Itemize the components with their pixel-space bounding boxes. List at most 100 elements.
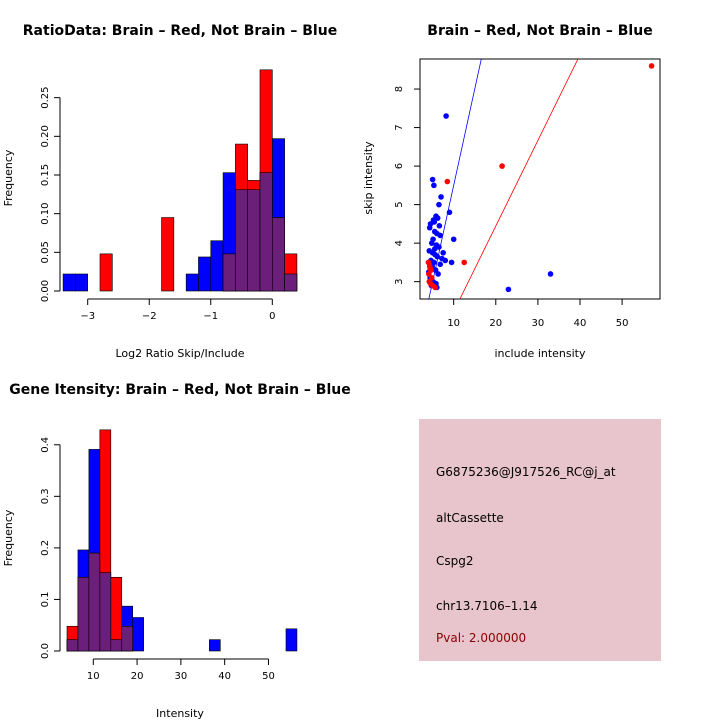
scatter-y-tick-label-3: 6 (394, 163, 405, 169)
scatter-red-point-7 (426, 271, 432, 277)
hist1-overlap-bar-17 (272, 217, 285, 292)
scatter-reference-lines (428, 59, 579, 299)
scatter-blue-point-2 (431, 182, 437, 189)
scatter-xlabel: include intensity (494, 347, 586, 360)
scatter-blue-point-8 (434, 215, 441, 221)
intensity-histogram-ylabel: Frequency (2, 509, 15, 566)
scatter-blue-point-9 (446, 209, 453, 216)
scatter-red-point-2 (444, 178, 451, 185)
intensity-histogram-xlabel: Intensity (156, 707, 204, 720)
scatter-y-tick-label-0: 3 (394, 278, 405, 284)
scatter-blue-point-38 (505, 286, 512, 293)
hist3-overlap-bar-4 (110, 639, 123, 652)
info-probe-id: G6875236@J917526_RC@j_at (436, 465, 616, 479)
hist3-blue-bar-13 (209, 639, 221, 652)
scatter-x-tick-label-0: 10 (447, 318, 460, 329)
scatter-red-point-3 (461, 259, 468, 266)
hist1-x-tick-label-1: −2 (142, 311, 157, 322)
scatter-y-tick-label-2: 5 (394, 201, 405, 207)
ratio-histogram-xlabel: Log2 Ratio Skip/Include (115, 347, 244, 360)
scatter-blue-point-39 (431, 219, 438, 225)
ratio-histogram-axes: −3 −2 −1 0 0.00 0.05 0.10 0.15 0.20 0.25 (40, 87, 275, 322)
scatter-blue-point-1 (429, 176, 436, 183)
scatter-blue-point-40 (436, 223, 443, 229)
hist1-blue-bar-11 (198, 256, 212, 292)
hist3-overlap-bar-5 (121, 625, 134, 652)
scatter-red-point-1 (499, 163, 505, 169)
scatter-x-tick-label-1: 20 (489, 318, 502, 329)
hist3-y-tick-label-3: 0.3 (40, 488, 51, 504)
scatter-ylabel: skip intensity (362, 141, 375, 215)
scatter-title: Brain – Red, Not Brain – Blue (427, 23, 652, 39)
info-location: chr13.7106–1.14 (436, 599, 537, 613)
info-panel: G6875236@J917526_RC@j_at altCassette Csp… (419, 419, 661, 661)
info-event-type: altCassette (436, 511, 504, 525)
ratio-histogram-bars (62, 69, 298, 292)
scatter-blue-point-10 (426, 224, 433, 231)
hist3-y-tick-label-2: 0.2 (40, 540, 51, 556)
intensity-histogram-axes: 10 20 30 40 50 0.0 0.1 0.2 0.3 0.4 (40, 437, 275, 682)
hist3-blue-bar-20 (285, 628, 298, 652)
scatter-blue-point-13 (437, 232, 444, 239)
ratio-histogram-ylabel: Frequency (2, 149, 15, 206)
hist3-y-tick-label-4: 0.4 (40, 437, 51, 453)
scatter-blue-point-43 (431, 246, 438, 252)
intensity-histogram: Gene Itensity: Brain – Red, Not Brain – … (2, 382, 351, 720)
info-gene-name: Cspg2 (436, 554, 474, 568)
scatter-blue-point-17 (436, 244, 442, 250)
hist1-y-tick-label-5: 0.25 (40, 87, 51, 109)
scatter-blue-point-15 (428, 240, 435, 246)
scatter-blue-point-26 (437, 261, 444, 268)
scatter-red-reference-line (459, 59, 579, 299)
scatter-y-tick-label-5: 8 (394, 86, 405, 92)
scatter-y-tick-label-1: 4 (394, 240, 405, 246)
scatter-red-point-0 (648, 63, 655, 69)
hist3-x-tick-label-4: 50 (262, 671, 275, 682)
scatter-blue-point-4 (436, 201, 442, 208)
scatter-blue-point-28 (448, 259, 455, 266)
info-panel-background (419, 419, 661, 661)
ratio-histogram: RatioData: Brain – Red, Not Brain – Blue… (2, 23, 337, 360)
hist3-x-tick-label-2: 30 (175, 671, 188, 682)
hist3-overlap-bar-2 (88, 552, 101, 652)
hist3-y-tick-label-1: 0.1 (40, 591, 51, 607)
hist3-overlap-bar-0 (66, 639, 79, 652)
hist3-blue-bar-6 (132, 617, 144, 652)
scatter-blue-point-31 (435, 271, 441, 277)
scatter-x-tick-label-4: 50 (616, 318, 629, 329)
scatter-blue-point-41 (440, 249, 446, 256)
hist1-y-tick-label-0: 0.00 (40, 280, 51, 302)
hist1-y-tick-label-4: 0.20 (40, 125, 51, 147)
hist1-blue-bar-0 (62, 273, 76, 292)
hist1-blue-bar-12 (210, 240, 224, 292)
hist1-x-tick-label-2: −1 (203, 311, 218, 322)
hist3-x-tick-label-0: 10 (87, 671, 100, 682)
ratio-histogram-title: RatioData: Brain – Red, Not Brain – Blue (23, 23, 337, 39)
intensity-histogram-title: Gene Itensity: Brain – Red, Not Brain – … (9, 382, 351, 398)
hist1-x-tick-label-3: 0 (269, 311, 275, 322)
scatter-blue-reference-line (428, 59, 482, 299)
hist1-red-bar-3 (99, 253, 113, 292)
hist1-overlap-bar-13 (222, 253, 236, 292)
scatter-x-tick-label-2: 30 (532, 318, 545, 329)
scatter-blue-point-3 (438, 194, 444, 200)
hist3-y-tick-label-0: 0.0 (40, 643, 51, 659)
hist1-overlap-bar-16 (259, 172, 273, 292)
hist1-overlap-bar-14 (235, 189, 248, 292)
scatter-frame (419, 58, 661, 300)
hist3-overlap-bar-3 (99, 572, 112, 652)
scatter-x-tick-label-3: 40 (574, 318, 587, 329)
scatter-blue-point-22 (434, 253, 441, 260)
hist1-y-tick-label-2: 0.10 (40, 203, 51, 225)
hist3-x-tick-label-1: 20 (131, 671, 144, 682)
hist1-y-tick-label-3: 0.15 (40, 164, 51, 186)
hist1-y-tick-label-1: 0.05 (40, 241, 51, 263)
scatter-blue-point-37 (547, 271, 554, 277)
scatter-y-tick-label-4: 7 (394, 124, 405, 130)
scatter-points (425, 63, 655, 293)
scatter-blue-point-0 (443, 113, 449, 119)
scatter-red-point-12 (432, 284, 438, 291)
hist3-x-tick-label-3: 40 (218, 671, 231, 682)
hist1-x-tick-label-0: −3 (80, 311, 95, 322)
